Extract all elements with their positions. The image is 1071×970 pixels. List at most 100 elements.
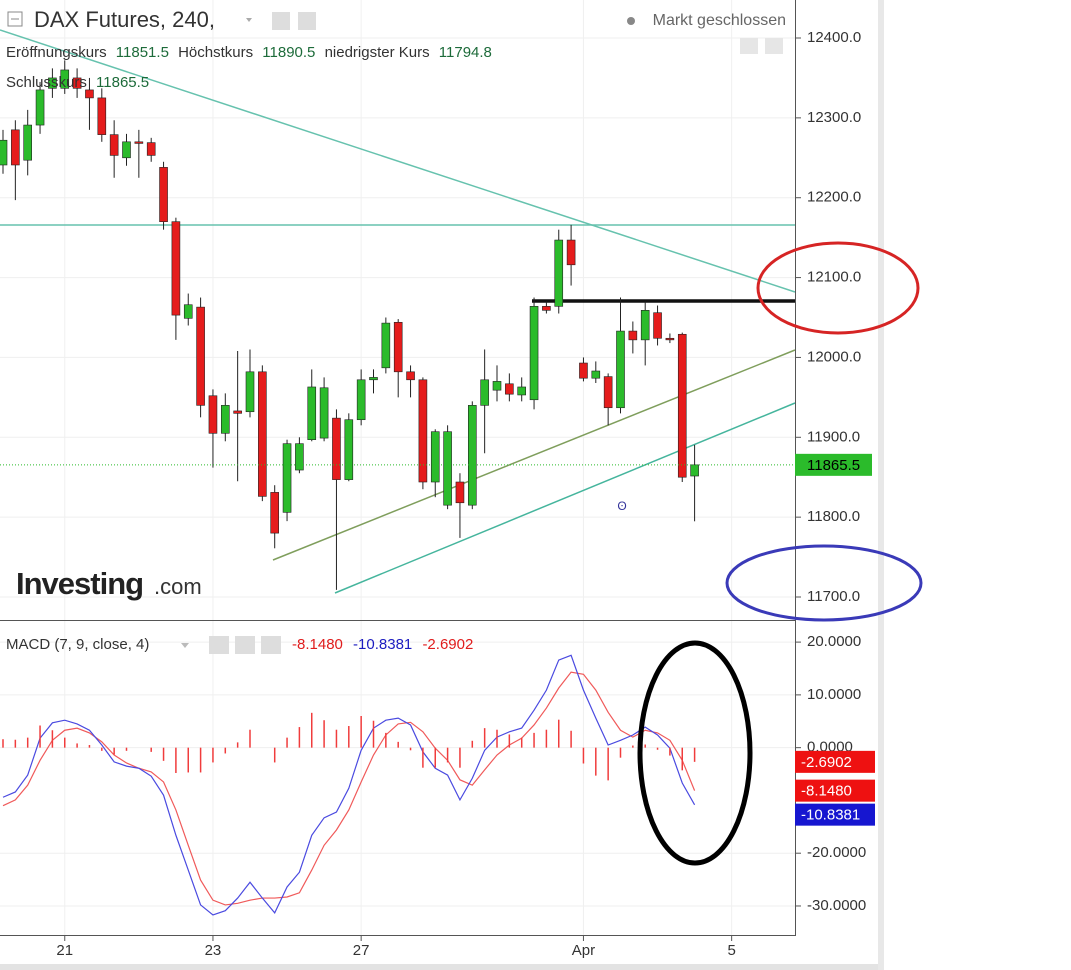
macd-value: -10.8381	[353, 636, 412, 653]
value-box	[795, 779, 875, 802]
y-tick-label: 11700.0	[807, 588, 860, 605]
candle-body	[381, 322, 391, 369]
last-price-box	[795, 453, 872, 476]
candle-body	[72, 77, 82, 89]
close-icon[interactable]	[261, 636, 281, 654]
candle-body	[146, 142, 156, 156]
candle-body	[159, 167, 168, 222]
candle-body	[443, 431, 452, 506]
macd-values: -8.1480 -10.8381 -2.6902	[292, 636, 473, 653]
scrollbar[interactable]	[0, 964, 878, 970]
x-tick-label: Apr	[572, 942, 595, 959]
dropdown-icon[interactable]	[246, 18, 252, 22]
candle-body	[270, 492, 280, 534]
scroll-icon[interactable]	[765, 38, 783, 54]
y-tick-label: 11800.0	[807, 508, 860, 525]
settings-icon[interactable]	[298, 12, 316, 30]
candle-body	[467, 405, 477, 506]
ohlc-legend: Eröffnungskurs 11851.5 Höchstkurs 11890.…	[6, 44, 492, 61]
candle-body	[344, 419, 354, 480]
y-tick-label: 12300.0	[807, 109, 861, 126]
candle-body	[85, 89, 94, 99]
candle-body	[23, 124, 33, 161]
candle-body	[566, 239, 576, 266]
candle-body	[295, 443, 304, 471]
chart-title: DAX Futures, 240,	[34, 7, 215, 32]
candle-body	[332, 417, 341, 480]
settings-icon[interactable]	[235, 636, 255, 654]
event-marker[interactable]: ʘ	[617, 499, 626, 513]
ohlc-value: 11794.8	[439, 44, 492, 61]
candle-body	[122, 141, 131, 159]
candle-body	[48, 77, 57, 89]
candle-body	[665, 337, 675, 341]
y-tick-label: 10.0000	[807, 686, 861, 703]
x-tick-label: 5	[727, 942, 735, 959]
macd-legend: MACD (7, 9, close, 4)	[6, 636, 149, 653]
ohlc-label: Höchstkurs	[178, 44, 253, 61]
annotation-circle	[725, 544, 923, 622]
y-tick-label: 12100.0	[807, 269, 861, 286]
dropdown-icon[interactable]	[181, 643, 189, 648]
ohlc-label: Schlusskurs	[6, 74, 87, 91]
candle-body	[282, 443, 292, 513]
ohlc-value: 11865.5	[96, 74, 149, 91]
candle-body	[258, 371, 267, 497]
grid	[0, 0, 795, 935]
axes: 12400.0 12300.0 12200.0 12100.0 12000.0 11900…	[56, 29, 875, 959]
value-box-label: -10.8381	[801, 807, 860, 824]
candle-body	[356, 379, 366, 421]
candle-body	[369, 377, 378, 381]
eye-icon[interactable]	[209, 636, 229, 654]
side-strip	[878, 0, 884, 970]
status-dot	[627, 17, 635, 25]
value-box-label: -8.1480	[801, 783, 852, 800]
candle-body	[134, 141, 144, 144]
x-tick-label: 27	[353, 942, 370, 959]
candle-body	[505, 383, 514, 395]
candle-body	[60, 69, 70, 89]
drawings	[0, 29, 796, 594]
candle-body	[97, 97, 107, 135]
annotation-circle	[637, 640, 753, 866]
ohlc-value: 11890.5	[262, 44, 315, 61]
candle-body	[11, 129, 20, 166]
trend-line	[0, 29, 796, 293]
value-box	[795, 803, 875, 826]
y-tick-label: -30.0000	[807, 897, 866, 914]
candle-body	[0, 139, 8, 166]
scroll-icon[interactable]	[740, 38, 758, 54]
candle-body	[628, 330, 638, 341]
candle-body	[690, 464, 699, 477]
candle-body	[542, 306, 551, 311]
candle-body	[492, 381, 502, 391]
value-box	[795, 750, 875, 773]
candle-body	[245, 371, 255, 413]
market-status: Markt geschlossen	[653, 12, 786, 29]
ohlc-label: Eröffnungskurs	[6, 44, 107, 61]
macd-value: -8.1480	[292, 636, 343, 653]
y-tick-label: 12000.0	[807, 348, 861, 365]
candle-body	[653, 312, 662, 339]
ohlc-legend: Schlusskurs 11865.5	[6, 74, 149, 91]
watermark: Investing	[16, 566, 143, 601]
macd-value: -2.6902	[422, 636, 473, 653]
ohlc-label: niedrigster Kurs	[325, 44, 430, 61]
candle-body	[603, 376, 613, 409]
candle-body	[455, 481, 465, 504]
candle-body	[579, 362, 588, 379]
ohlc-value: 11851.5	[116, 44, 169, 61]
candle-body	[418, 379, 428, 483]
x-tick-label: 21	[56, 942, 73, 959]
candle-body	[640, 310, 650, 341]
y-tick-label: -20.0000	[807, 844, 866, 861]
macd-line	[2, 671, 696, 906]
candle-body	[233, 410, 242, 414]
candle-body	[616, 330, 625, 409]
candle-body	[406, 371, 415, 381]
candle-body	[109, 134, 119, 156]
eye-icon[interactable]	[272, 12, 290, 30]
macd-title: MACD (7, 9, close, 4)	[6, 636, 149, 653]
